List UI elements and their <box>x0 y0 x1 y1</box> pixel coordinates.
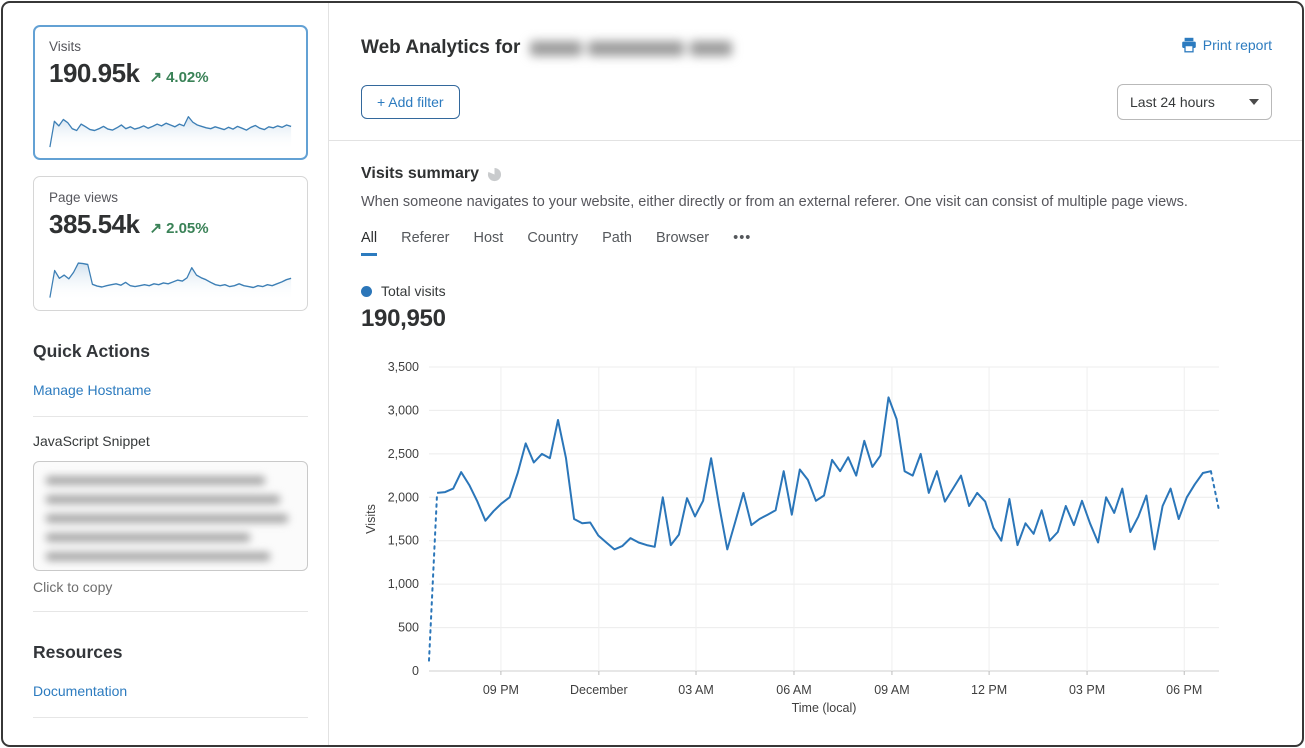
visits-sparkline-chart <box>49 116 292 150</box>
divider <box>33 717 308 718</box>
add-filter-button[interactable]: + Add filter <box>361 85 460 119</box>
page-title: Web Analytics for <box>361 37 521 58</box>
svg-text:03 PM: 03 PM <box>1069 683 1105 697</box>
sidebar: Visits 190.95k ↗ 4.02% Page views 385.54… <box>3 3 329 745</box>
pageviews-card-label: Page views <box>49 190 119 205</box>
click-to-copy-hint: Click to copy <box>33 579 113 595</box>
svg-text:06 PM: 06 PM <box>1166 683 1202 697</box>
resources-heading: Resources <box>33 642 123 662</box>
dimension-tabs: All Referer Host Country Path Browser ••… <box>361 230 1272 256</box>
trend-up-icon: ↗ <box>149 69 163 86</box>
tab-path[interactable]: Path <box>602 230 632 246</box>
visits-summary-description: When someone navigates to your website, … <box>361 194 1188 210</box>
time-range-select[interactable]: Last 24 hours <box>1117 84 1272 120</box>
print-report-label: Print report <box>1202 37 1272 53</box>
svg-text:2,500: 2,500 <box>388 447 419 461</box>
documentation-link[interactable]: Documentation <box>33 683 128 699</box>
redacted-code-lines <box>46 476 295 561</box>
main-content: Web Analytics for Print report + Add fil… <box>329 3 1302 745</box>
legend-dot-icon <box>361 285 372 297</box>
tab-host[interactable]: Host <box>473 230 504 246</box>
divider <box>329 140 1302 141</box>
svg-text:2,000: 2,000 <box>388 490 419 504</box>
svg-text:Visits: Visits <box>364 504 378 534</box>
svg-text:03 AM: 03 AM <box>678 683 713 697</box>
chevron-down-icon <box>1249 99 1259 105</box>
pageviews-sparkline-chart <box>49 262 292 301</box>
trend-up-icon: ↗ <box>149 220 163 237</box>
tab-referer[interactable]: Referer <box>401 230 450 246</box>
svg-text:0: 0 <box>412 664 419 678</box>
svg-text:3,000: 3,000 <box>388 403 419 417</box>
visits-card-value: 190.95k <box>49 58 140 88</box>
tab-browser[interactable]: Browser <box>655 230 710 246</box>
divider <box>33 416 308 417</box>
pageviews-card-delta: ↗ 2.05% <box>149 219 208 237</box>
visits-card-label: Visits <box>49 39 82 54</box>
quick-actions-heading: Quick Actions <box>33 341 151 361</box>
svg-text:3,500: 3,500 <box>388 360 419 374</box>
visits-card-delta: ↗ 4.02% <box>149 68 208 86</box>
chart-legend: Total visits <box>361 283 1272 299</box>
redacted-site-domain <box>530 40 733 56</box>
visits-summary-section: Visits summary When someone navigates to… <box>361 165 1272 715</box>
pageviews-delta-value: 2.05% <box>166 220 209 237</box>
svg-text:06 AM: 06 AM <box>776 683 811 697</box>
svg-text:500: 500 <box>398 621 419 635</box>
pie-chart-icon <box>487 167 502 181</box>
more-tabs-button[interactable]: ••• <box>733 230 752 246</box>
manage-hostname-link[interactable]: Manage Hostname <box>33 382 152 398</box>
pageviews-card-value: 385.54k <box>49 209 140 239</box>
svg-text:December: December <box>570 683 628 697</box>
total-visits-value: 190,950 <box>361 305 446 332</box>
visits-delta-value: 4.02% <box>166 69 209 86</box>
divider <box>33 611 308 612</box>
legend-label: Total visits <box>381 283 446 299</box>
visits-stat-card[interactable]: Visits 190.95k ↗ 4.02% <box>33 25 308 160</box>
printer-icon <box>1181 37 1196 53</box>
time-range-value: Last 24 hours <box>1130 94 1215 110</box>
tab-all[interactable]: All <box>361 230 378 256</box>
js-snippet-code-box[interactable] <box>33 461 308 571</box>
svg-text:Time (local): Time (local) <box>792 701 857 715</box>
visits-summary-title: Visits summary <box>361 165 479 182</box>
pageviews-stat-card[interactable]: Page views 385.54k ↗ 2.05% <box>33 176 308 311</box>
js-snippet-label: JavaScript Snippet <box>33 433 150 449</box>
svg-text:09 AM: 09 AM <box>874 683 909 697</box>
visits-line-chart[interactable]: 0 500 1,000 1,500 2,000 2,500 3,000 3,500 09 PM D… <box>361 357 1236 715</box>
svg-text:1,500: 1,500 <box>388 534 419 548</box>
svg-text:09 PM: 09 PM <box>483 683 519 697</box>
tab-country[interactable]: Country <box>527 230 579 246</box>
print-report-link[interactable]: Print report <box>1181 37 1272 53</box>
svg-text:1,000: 1,000 <box>388 577 419 591</box>
svg-text:12 PM: 12 PM <box>971 683 1007 697</box>
